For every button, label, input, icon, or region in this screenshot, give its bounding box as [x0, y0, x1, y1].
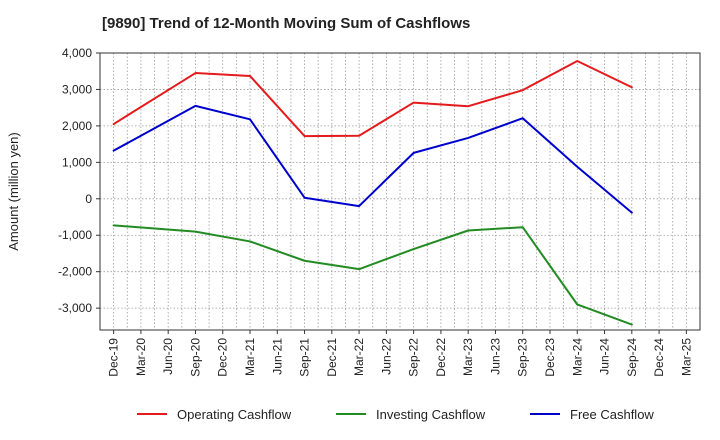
x-tick-label: Mar-21 — [243, 338, 257, 376]
y-tick-label: 3,000 — [62, 82, 92, 96]
x-tick-label: Sep-21 — [298, 338, 312, 377]
x-tick-label: Mar-20 — [134, 338, 148, 376]
x-tick-label: Sep-20 — [188, 338, 202, 377]
legend-label: Operating Cashflow — [177, 407, 292, 422]
plot-frame — [99, 52, 701, 331]
x-tick-label: Mar-25 — [679, 338, 693, 376]
y-tick-label: -1,000 — [58, 228, 92, 242]
x-tick-label: Mar-24 — [570, 338, 584, 376]
x-tick-label: Dec-21 — [325, 338, 339, 377]
x-tick-label: Jun-23 — [488, 338, 502, 375]
series-line-investing-cashflow — [112, 224, 633, 326]
x-tick-label: Jun-21 — [270, 338, 284, 375]
y-tick-label: 0 — [85, 192, 92, 206]
x-tick-label: Dec-23 — [543, 338, 557, 377]
y-axis-title: Amount (million yen) — [6, 132, 21, 251]
y-tick-label: 2,000 — [62, 119, 92, 133]
x-tick-label: Jun-24 — [598, 338, 612, 375]
x-tick-label: Jun-22 — [379, 338, 393, 375]
x-tick-label: Mar-23 — [461, 338, 475, 376]
x-tick-label: Sep-23 — [516, 338, 530, 377]
legend-label: Free Cashflow — [570, 407, 654, 422]
x-tick-label: Dec-20 — [216, 338, 230, 377]
series-line-operating-cashflow — [112, 60, 633, 138]
legend-label: Investing Cashflow — [376, 407, 486, 422]
x-tick-label: Sep-22 — [407, 338, 421, 377]
x-tick-label: Sep-24 — [625, 338, 639, 377]
y-tick-label: -2,000 — [58, 265, 92, 279]
x-tick-label: Dec-22 — [434, 338, 448, 377]
x-tick-label: Dec-24 — [652, 338, 666, 377]
series-line-free-cashflow — [112, 104, 633, 214]
x-tick-label: Jun-20 — [161, 338, 175, 375]
chart-title: [9890] Trend of 12-Month Moving Sum of C… — [102, 15, 471, 32]
x-tick-label: Mar-22 — [352, 338, 366, 376]
y-tick-label: 1,000 — [62, 155, 92, 169]
y-tick-label: 4,000 — [62, 46, 92, 60]
y-tick-label: -3,000 — [58, 301, 92, 315]
x-tick-label: Dec-19 — [107, 338, 121, 377]
